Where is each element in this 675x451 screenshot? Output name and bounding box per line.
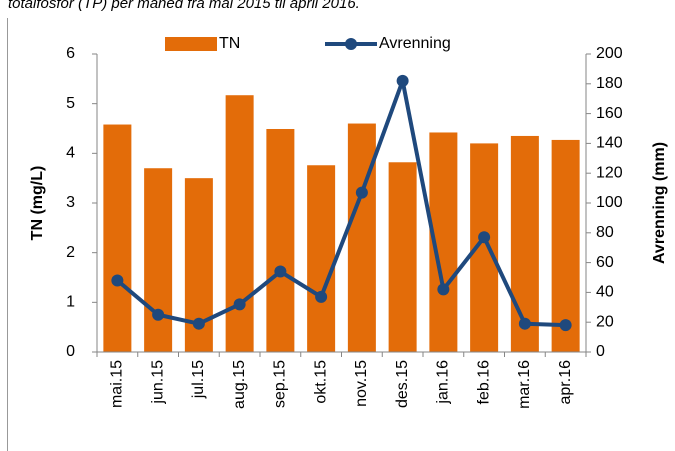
y-tick-label: 2 xyxy=(66,244,75,261)
bar xyxy=(551,139,580,352)
y2-tick-label: 140 xyxy=(596,135,623,152)
line-marker xyxy=(315,290,328,303)
y-tick-label: 3 xyxy=(66,194,75,211)
line-marker xyxy=(355,186,368,199)
x-tick-label: aug.15 xyxy=(231,360,248,409)
x-tick-label: jan.16 xyxy=(435,360,452,405)
x-tick-label: jun.15 xyxy=(149,360,166,405)
y2-tick-label: 0 xyxy=(596,343,605,360)
line-marker xyxy=(396,74,409,87)
line-marker xyxy=(518,317,531,330)
line-marker xyxy=(152,308,165,321)
x-tick-label: feb.16 xyxy=(475,360,492,405)
y2-tick-label: 80 xyxy=(596,224,614,241)
y2-tick-label: 20 xyxy=(596,313,614,330)
x-tick-label: jul.15 xyxy=(190,360,207,399)
y-tick-label: 4 xyxy=(66,145,75,162)
line-marker xyxy=(274,265,287,278)
y-tick-label: 6 xyxy=(66,45,75,62)
legend-label: TN xyxy=(219,35,240,52)
y2-tick-label: 100 xyxy=(596,194,623,211)
legend-marker xyxy=(345,38,357,50)
y2-tick-label: 180 xyxy=(596,75,623,92)
line-marker xyxy=(192,317,205,330)
y-tick-label: 1 xyxy=(66,294,75,311)
legend-label: Avrenning xyxy=(379,35,451,52)
x-tick-label: des.15 xyxy=(394,360,411,408)
y2-tick-label: 40 xyxy=(596,284,614,301)
bar xyxy=(225,95,254,353)
bar xyxy=(307,165,336,352)
x-tick-label: apr.16 xyxy=(557,360,574,405)
line-marker xyxy=(111,274,124,287)
y2-tick-label: 160 xyxy=(596,105,623,122)
bar xyxy=(388,162,417,352)
y-tick-label: 0 xyxy=(66,343,75,360)
y-axis-title: TN (mg/L) xyxy=(29,166,46,241)
y2-tick-label: 200 xyxy=(596,45,623,62)
legend-swatch xyxy=(165,37,217,51)
line xyxy=(116,78,566,328)
chart-title: totalfosfor (TP) per måned fra mai 2015 … xyxy=(8,0,360,12)
line-marker xyxy=(559,319,572,332)
y2-tick-label: 60 xyxy=(596,254,614,271)
bar xyxy=(510,135,539,352)
bar xyxy=(266,128,295,352)
y-tick-label: 5 xyxy=(66,95,75,112)
line-marker xyxy=(233,298,246,311)
bar xyxy=(103,124,132,352)
bar xyxy=(347,123,376,353)
x-tick-label: mai.15 xyxy=(109,360,126,408)
x-tick-label: mar.16 xyxy=(516,360,533,409)
x-tick-label: okt.15 xyxy=(312,360,329,404)
y2-axis-title: Avrenning (mm) xyxy=(651,142,668,264)
y2-tick-label: 120 xyxy=(596,164,623,181)
x-tick-label: sep.15 xyxy=(272,360,289,408)
line-marker xyxy=(437,283,450,296)
x-tick-label: nov.15 xyxy=(353,360,370,407)
bar xyxy=(144,168,173,352)
line-marker xyxy=(478,231,491,244)
